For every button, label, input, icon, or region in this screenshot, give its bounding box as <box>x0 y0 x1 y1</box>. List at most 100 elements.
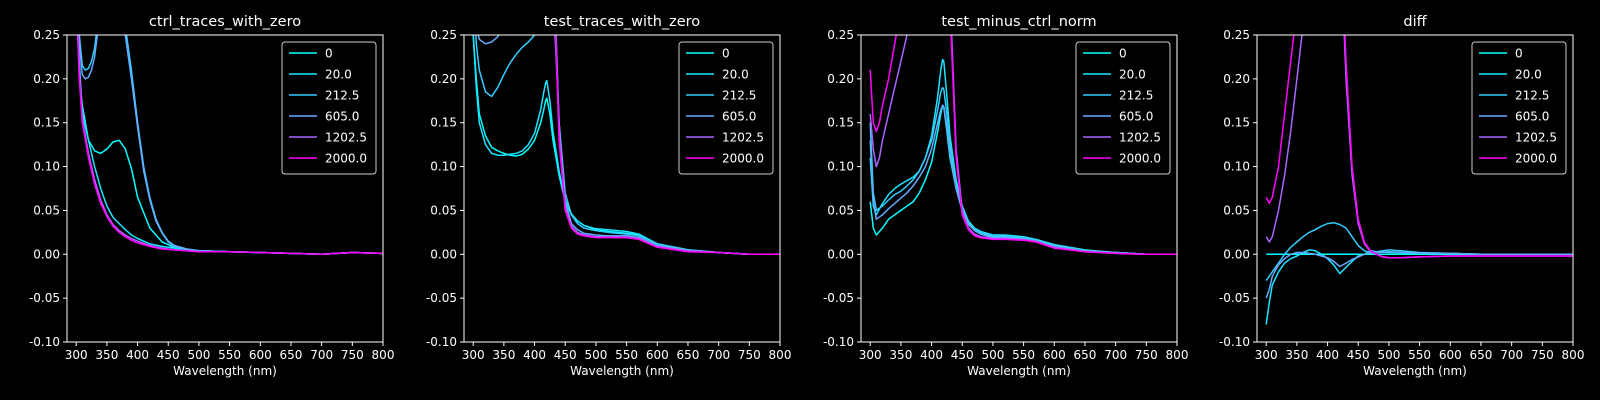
legend-label: 1202.5 <box>1515 131 1557 145</box>
legend-label: 20.0 <box>722 68 749 82</box>
y-tick-label: 0.00 <box>1223 247 1250 261</box>
chart-title: test_minus_ctrl_norm <box>941 14 1096 30</box>
series-line <box>472 35 780 256</box>
x-tick-label: 350 <box>492 348 515 362</box>
x-tick-label: 450 <box>157 348 180 362</box>
y-tick-label: 0.05 <box>1223 203 1250 217</box>
x-tick-label: 400 <box>920 348 943 362</box>
chart-title: ctrl_traces_with_zero <box>149 14 301 30</box>
x-tick-label: 800 <box>372 348 395 362</box>
x-axis-label: Wavelength (nm) <box>967 364 1071 378</box>
legend-label: 20.0 <box>1119 68 1146 82</box>
x-tick-label: 600 <box>1043 348 1066 362</box>
x-tick-label: 300 <box>1255 348 1278 362</box>
axes-frame <box>1256 34 1574 343</box>
y-tick-label: 0.15 <box>430 116 457 130</box>
y-tick-label: 0.10 <box>430 160 457 174</box>
series-line <box>475 35 780 256</box>
legend-frame <box>1075 41 1171 175</box>
legend-label: 1202.5 <box>722 131 764 145</box>
y-tick-label: -0.05 <box>29 291 60 305</box>
x-tick-label: 600 <box>646 348 669 362</box>
legend-label: 212.5 <box>1119 89 1153 103</box>
legend-label: 20.0 <box>1515 68 1542 82</box>
series-line <box>477 35 780 256</box>
y-tick-label: 0.05 <box>827 203 854 217</box>
legend-label: 0 <box>722 47 730 61</box>
x-tick-label: 800 <box>1166 348 1189 362</box>
y-tick-label: 0.20 <box>1223 72 1250 86</box>
chart-panel: 300 350 400 450 500 550 600 650 700 750 800 -0.10 -0… <box>29 14 395 378</box>
x-tick-label: 350 <box>1285 348 1308 362</box>
x-tick-label: 450 <box>554 348 577 362</box>
x-tick-label: 300 <box>462 348 485 362</box>
x-tick-label: 700 <box>1104 348 1127 362</box>
legend: 0 20.0 212.5 605.0 1202.5 2000.0 <box>1471 41 1567 175</box>
y-tick-label: -0.10 <box>1219 335 1250 349</box>
x-axis-label: Wavelength (nm) <box>570 364 674 378</box>
y-tick-label: 0.00 <box>430 247 457 261</box>
legend-label: 1202.5 <box>1119 131 1161 145</box>
x-tick-label: 500 <box>187 348 210 362</box>
x-tick-label: 350 <box>889 348 912 362</box>
series-line <box>869 58 1177 256</box>
legend-label: 0 <box>1515 47 1523 61</box>
y-tick-label: 0.25 <box>827 28 854 42</box>
x-tick-label: 750 <box>738 348 761 362</box>
y-tick-label: 0.25 <box>1223 28 1250 42</box>
x-tick-label: 400 <box>126 348 149 362</box>
x-tick-label: 650 <box>677 348 700 362</box>
series-line <box>76 35 383 256</box>
plot-area <box>76 35 383 256</box>
series-line <box>1265 35 1573 259</box>
legend-label: 2000.0 <box>1515 152 1557 166</box>
legend-label: 2000.0 <box>1119 152 1161 166</box>
x-axis-label: Wavelength (nm) <box>173 364 277 378</box>
x-tick-label: 750 <box>341 348 364 362</box>
series-line <box>555 35 780 256</box>
y-tick-label: -0.10 <box>29 335 60 349</box>
legend-label: 0 <box>325 47 333 61</box>
x-tick-label: 600 <box>249 348 272 362</box>
x-tick-label: 550 <box>1012 348 1035 362</box>
legend-label: 212.5 <box>722 89 756 103</box>
legend-frame <box>678 41 774 175</box>
x-tick-label: 500 <box>584 348 607 362</box>
legend-label: 212.5 <box>1515 89 1549 103</box>
x-tick-label: 800 <box>769 348 792 362</box>
x-tick-label: 500 <box>1377 348 1400 362</box>
x-tick-label: 650 <box>280 348 303 362</box>
x-tick-label: 450 <box>1347 348 1370 362</box>
y-tick-label: 0.20 <box>430 72 457 86</box>
y-tick-label: 0.10 <box>827 160 854 174</box>
y-tick-label: 0.10 <box>33 160 60 174</box>
series-line <box>1265 221 1573 282</box>
y-tick-label: 0.00 <box>827 247 854 261</box>
plot-area <box>472 35 780 256</box>
legend: 0 20.0 212.5 605.0 1202.5 2000.0 <box>1075 41 1171 175</box>
legend-label: 20.0 <box>325 68 352 82</box>
legend-frame <box>1471 41 1567 175</box>
series-line <box>869 35 1177 256</box>
x-tick-label: 550 <box>218 348 241 362</box>
chart-title: test_traces_with_zero <box>544 14 701 30</box>
y-tick-label: 0.05 <box>430 203 457 217</box>
x-tick-label: 300 <box>859 348 882 362</box>
axes-frame <box>860 34 1178 343</box>
legend-label: 212.5 <box>325 89 359 103</box>
x-tick-label: 650 <box>1470 348 1493 362</box>
series-line <box>1265 249 1573 325</box>
legend-label: 2000.0 <box>722 152 764 166</box>
x-tick-label: 650 <box>1074 348 1097 362</box>
x-tick-label: 700 <box>707 348 730 362</box>
y-tick-label: 0.15 <box>827 116 854 130</box>
legend-label: 605.0 <box>722 110 756 124</box>
x-tick-label: 750 <box>1135 348 1158 362</box>
x-tick-label: 400 <box>1316 348 1339 362</box>
legend-label: 0 <box>1119 47 1127 61</box>
legend-label: 605.0 <box>325 110 359 124</box>
series-line <box>554 35 780 256</box>
chart-title: diff <box>1403 14 1427 30</box>
legend: 0 20.0 212.5 605.0 1202.5 2000.0 <box>281 41 377 175</box>
